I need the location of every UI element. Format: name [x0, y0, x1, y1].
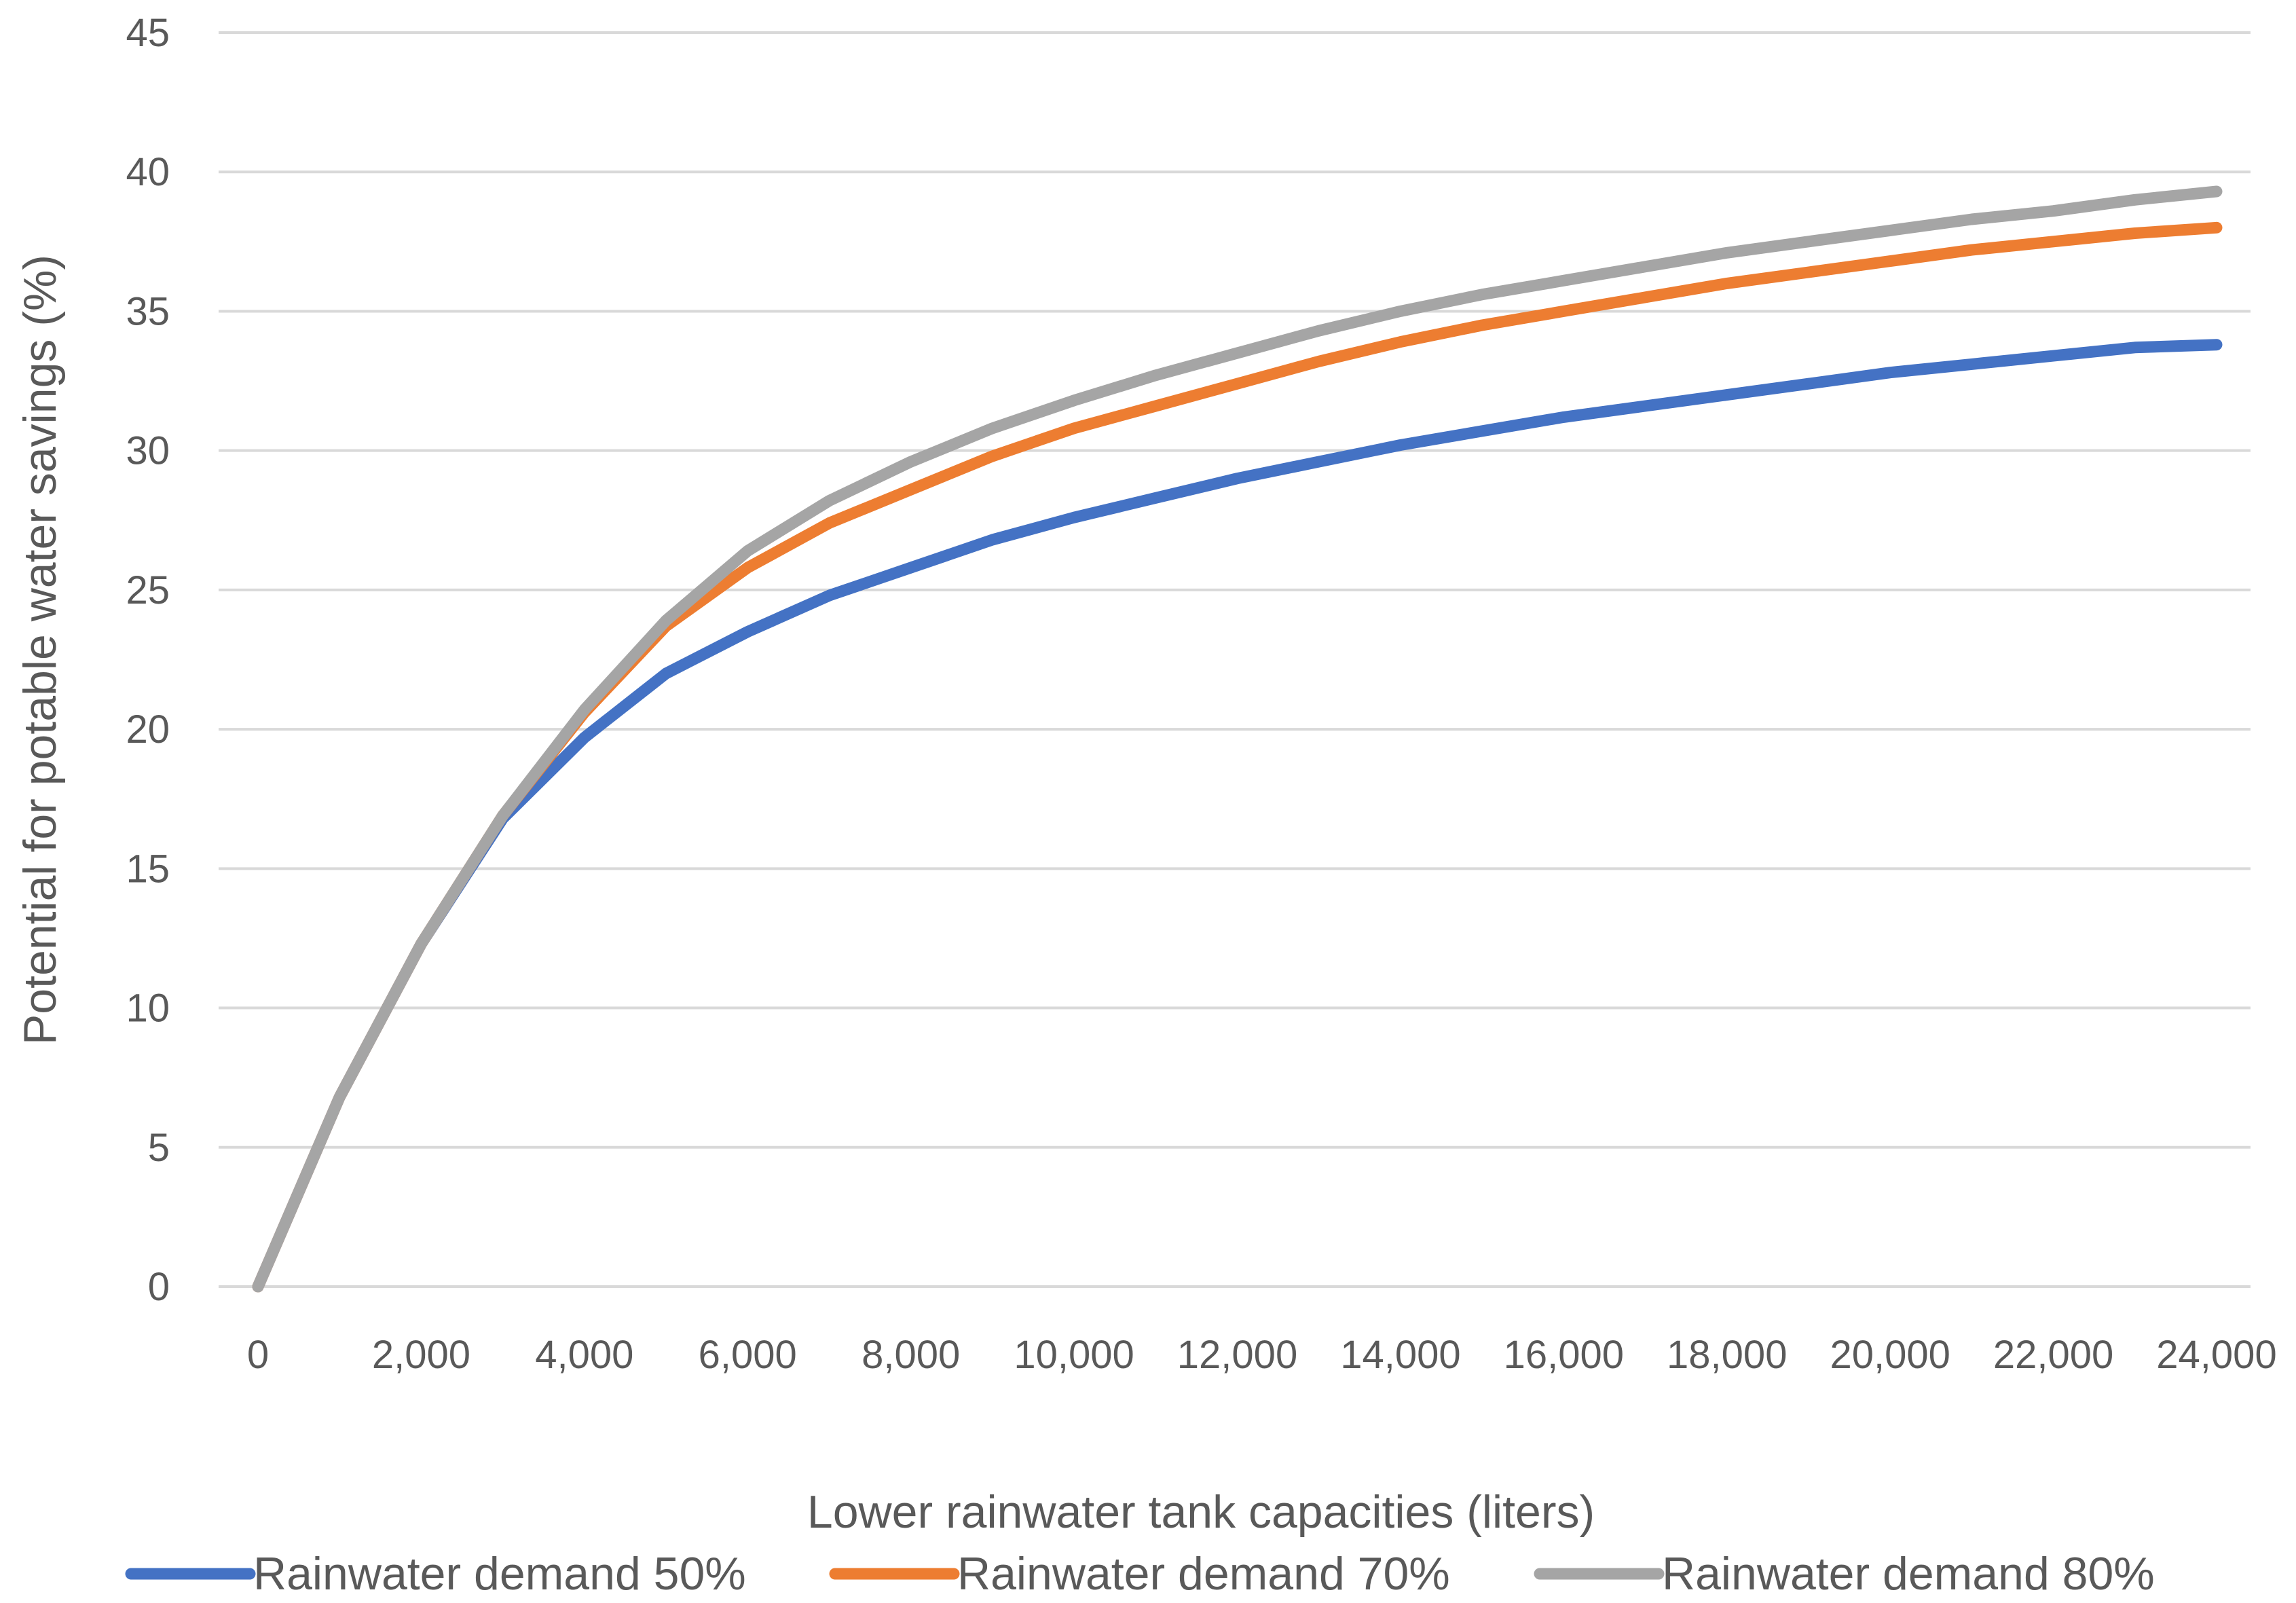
- y-tick-label: 5: [148, 1126, 170, 1170]
- legend-label-demand-50: Rainwater demand 50%: [253, 1548, 746, 1600]
- x-axis-title: Lower rainwater tank capacities (liters): [807, 1486, 1595, 1538]
- y-tick-label: 30: [126, 429, 170, 473]
- series-line-demand-80: [252, 185, 2223, 1293]
- x-tick-label: 14,000: [1340, 1333, 1460, 1377]
- x-tick-label: 18,000: [1667, 1333, 1787, 1377]
- x-tick-label: 6,000: [699, 1333, 797, 1377]
- y-tick-label: 10: [126, 987, 170, 1031]
- legend: Rainwater demand 50% Rainwater demand 70…: [125, 1548, 2155, 1600]
- x-tick-label: 2,000: [372, 1333, 470, 1377]
- x-tick-label: 24,000: [2156, 1333, 2276, 1377]
- x-tick-label: 4,000: [535, 1333, 633, 1377]
- y-tick-label: 25: [126, 568, 170, 612]
- x-tick-label: 16,000: [1504, 1333, 1624, 1377]
- y-tick-label: 35: [126, 289, 170, 333]
- x-tick-label: 22,000: [1993, 1333, 2113, 1377]
- legend-item-demand-50: Rainwater demand 50%: [125, 1548, 746, 1600]
- y-tick-label: 20: [126, 707, 170, 752]
- series-line-demand-50: [252, 339, 2223, 1293]
- x-tick-label: 12,000: [1177, 1333, 1297, 1377]
- legend-label-demand-80: Rainwater demand 80%: [1662, 1548, 2155, 1600]
- legend-item-demand-70: Rainwater demand 70%: [829, 1548, 1450, 1600]
- x-axis-ticks: 0 2,000 4,000 6,000 8,000 10,000 12,000 14,000 1…: [247, 1333, 2277, 1377]
- series-lines: [252, 185, 2223, 1293]
- x-tick-label: 0: [247, 1333, 269, 1377]
- x-tick-label: 10,000: [1014, 1333, 1134, 1377]
- legend-label-demand-70: Rainwater demand 70%: [957, 1548, 1450, 1600]
- y-axis-title: Potential for potable water savings (%): [14, 255, 66, 1045]
- gridlines: [219, 31, 2251, 1288]
- y-tick-label: 40: [126, 150, 170, 194]
- x-tick-label: 20,000: [1830, 1333, 1950, 1377]
- y-tick-label: 15: [126, 847, 170, 891]
- y-tick-label: 45: [126, 11, 170, 55]
- y-tick-label: 0: [148, 1265, 170, 1309]
- legend-item-demand-80: Rainwater demand 80%: [1534, 1548, 2155, 1600]
- x-tick-label: 8,000: [862, 1333, 960, 1377]
- y-axis-ticks: 0 5 10 15 20 25 30 35 40 45: [126, 11, 170, 1309]
